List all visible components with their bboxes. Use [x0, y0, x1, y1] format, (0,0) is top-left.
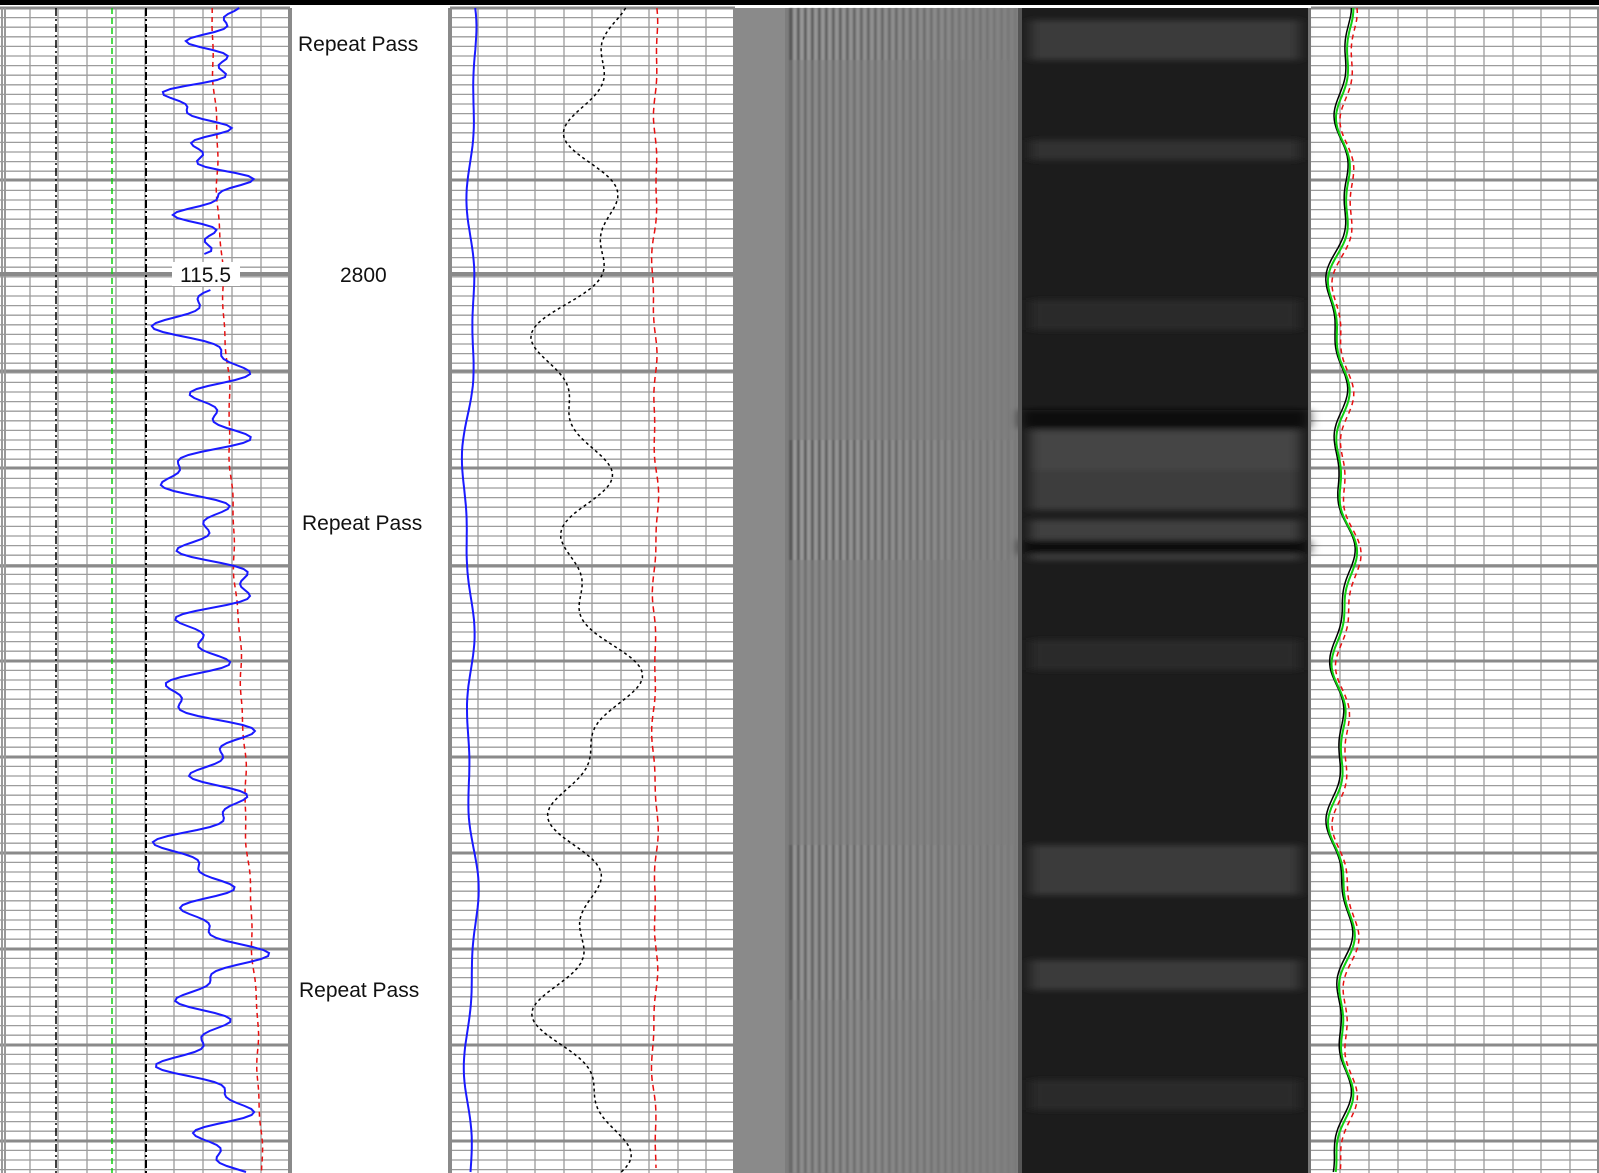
image-track	[1018, 8, 1311, 1173]
depth-label: 2800	[340, 264, 387, 287]
track3-green-curve	[1326, 8, 1359, 1173]
track1-readout: 115.5	[180, 264, 231, 287]
track2-red-curve	[650, 7, 660, 1169]
track1-blue-curve-b	[150, 289, 271, 1173]
track2-black-curve	[530, 7, 644, 1173]
depth-track: 2800 Repeat Pass Repeat Pass Repeat Pass	[298, 33, 422, 1002]
repeat-pass-label-1: Repeat Pass	[298, 33, 418, 56]
repeat-pass-label-3: Repeat Pass	[299, 979, 419, 1002]
track1-readout-group: 115.5	[172, 262, 240, 287]
repeat-pass-label-2: Repeat Pass	[302, 512, 422, 535]
track1-blue-curve	[161, 7, 256, 255]
top-border	[0, 0, 1599, 5]
track3-black-curve	[1325, 7, 1356, 1173]
waveform-track	[735, 8, 1020, 1173]
log-grid	[0, 6, 1599, 1173]
log-curves	[55, 7, 1362, 1173]
track3-red-curve	[1331, 7, 1362, 1173]
grid-track-2	[448, 6, 737, 1173]
grid-track-3	[1311, 6, 1599, 1173]
track1-red-curve	[211, 8, 264, 1173]
track2-blue-curve	[460, 7, 480, 1173]
